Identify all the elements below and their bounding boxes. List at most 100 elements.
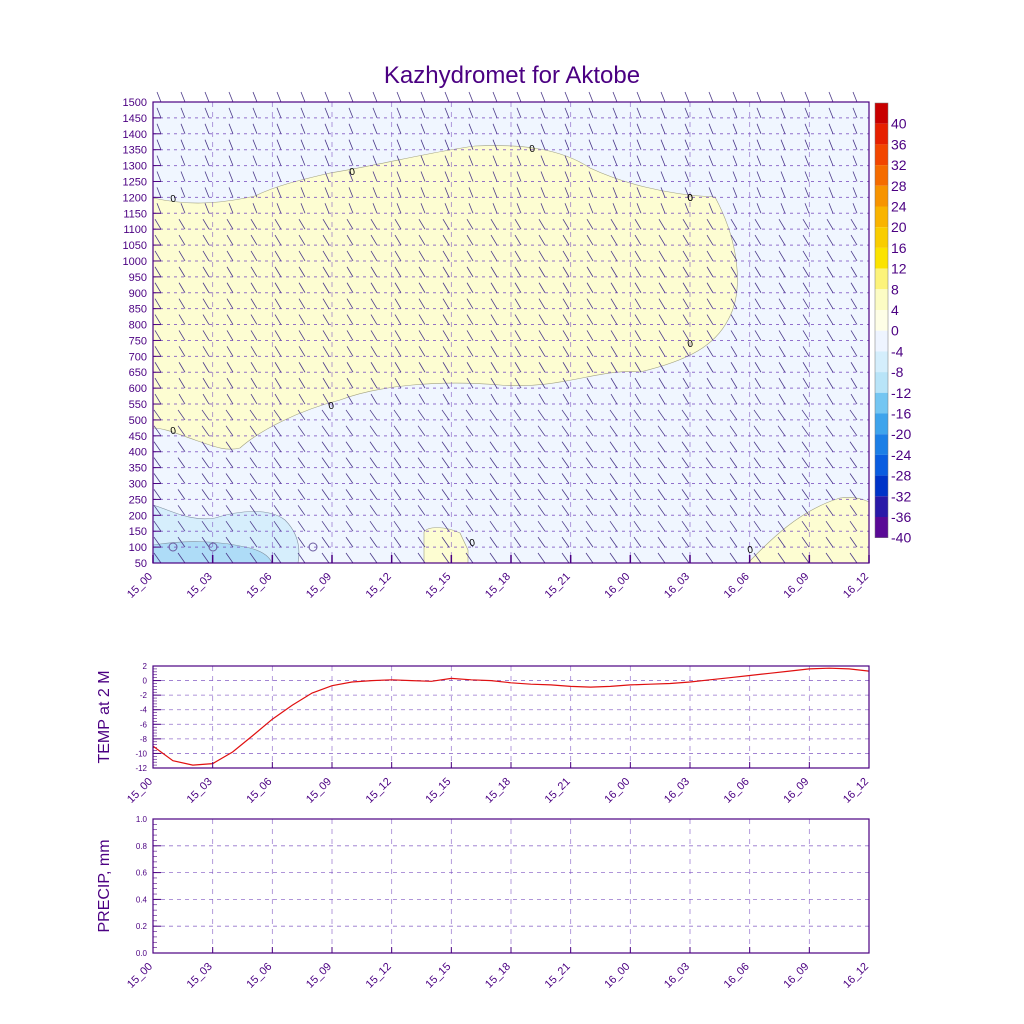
- wind-barb: [490, 266, 498, 278]
- wind-barb: [754, 330, 762, 341]
- wind-barb: [585, 409, 594, 421]
- wind-barb: [804, 107, 810, 119]
- wind-barb: [586, 266, 594, 278]
- wind-barb: [684, 123, 690, 134]
- wind-barb: [753, 457, 762, 468]
- wind-barb: [372, 203, 378, 214]
- wind-barb: [705, 505, 714, 516]
- cross-section-panel: 1500145014001350130012501200115011001050…: [123, 91, 911, 601]
- wind-barb: [492, 171, 498, 182]
- wind-barb: [369, 473, 378, 484]
- wind-barb: [418, 346, 426, 357]
- wind-barb: [322, 393, 330, 405]
- wind-barb: [682, 234, 690, 246]
- wind-barb: [780, 187, 786, 198]
- wind-barb: [274, 346, 282, 357]
- wind-barb: [249, 457, 258, 468]
- wind-barb: [588, 155, 594, 166]
- x-tick-label: 15_12: [364, 571, 394, 601]
- wind-barb: [609, 520, 618, 532]
- wind-barb: [177, 489, 186, 500]
- wind-barb: [178, 218, 186, 230]
- wind-barb: [610, 346, 618, 357]
- wind-barb: [490, 393, 498, 405]
- y-tick-label: 1250: [123, 176, 147, 188]
- wind-barb: [850, 346, 858, 357]
- wind-barb: [802, 346, 810, 357]
- wind-barb: [321, 473, 330, 484]
- wind-barb: [177, 536, 186, 548]
- wind-barb: [516, 91, 522, 103]
- wind-barb: [154, 218, 162, 230]
- x-tick-label: 15_09: [304, 571, 334, 601]
- wind-barb: [636, 187, 642, 198]
- wind-barb: [610, 314, 618, 325]
- wind-barb: [273, 489, 282, 500]
- wind-barb: [753, 425, 762, 437]
- wind-barb: [778, 250, 786, 262]
- wind-barb: [276, 107, 282, 119]
- wind-barb: [660, 171, 666, 182]
- wind-barb: [346, 250, 354, 262]
- colorbar-swatch: [875, 268, 888, 290]
- wind-barb: [537, 457, 546, 468]
- wind-barb: [540, 139, 546, 150]
- wind-barb: [634, 393, 642, 405]
- wind-barb: [658, 330, 666, 341]
- y-tick-label: 350: [129, 463, 147, 475]
- contour-label: 0: [687, 193, 695, 205]
- wind-barb: [276, 171, 282, 182]
- wind-barb: [849, 489, 858, 500]
- wind-barb: [370, 234, 378, 246]
- contour-label: 0: [170, 194, 178, 206]
- wind-barb: [828, 187, 834, 198]
- wind-barb: [273, 441, 282, 452]
- wind-barb: [300, 203, 306, 214]
- wind-barb: [538, 362, 546, 373]
- wind-barb: [633, 536, 642, 548]
- wind-barb: [780, 203, 786, 214]
- wind-barb: [489, 552, 498, 564]
- wind-barb: [732, 91, 738, 103]
- wind-barb: [706, 282, 714, 293]
- wind-barb: [561, 409, 570, 421]
- wind-barb: [369, 505, 378, 516]
- wind-barb: [538, 314, 546, 325]
- wind-barb: [636, 107, 642, 119]
- wind-barb: [705, 473, 714, 484]
- wind-barb: [369, 489, 378, 500]
- wind-barb: [466, 218, 474, 230]
- wind-barb: [274, 377, 282, 389]
- x-tick-label: 16_12: [841, 776, 871, 806]
- wind-barb: [537, 505, 546, 516]
- wind-barb: [588, 171, 594, 182]
- wind-barb: [636, 171, 642, 182]
- wind-barb: [514, 362, 522, 373]
- wind-barb: [658, 234, 666, 246]
- wind-barb: [561, 489, 570, 500]
- wind-barb: [825, 552, 834, 564]
- wind-barb: [442, 393, 450, 405]
- wind-barb: [634, 234, 642, 246]
- wind-barb: [444, 187, 450, 198]
- wind-barb: [442, 330, 450, 341]
- wind-barb: [252, 187, 258, 198]
- wind-barb: [417, 425, 426, 437]
- wind-barb: [826, 330, 834, 341]
- wind-barb: [540, 171, 546, 182]
- wind-barb: [706, 314, 714, 325]
- wind-barb: [825, 409, 834, 421]
- wind-barb: [156, 123, 162, 134]
- y-tick-label: 0.2: [136, 922, 148, 931]
- wind-barb: [441, 536, 450, 548]
- wind-barb: [442, 346, 450, 357]
- wind-barb: [370, 250, 378, 262]
- wind-barb: [778, 314, 786, 325]
- y-tick-label: 0.8: [136, 842, 148, 851]
- wind-barb: [370, 218, 378, 230]
- wind-barb: [561, 473, 570, 484]
- y-tick-label: 1400: [123, 129, 147, 141]
- wind-barb: [372, 107, 378, 119]
- wind-barb: [777, 457, 786, 468]
- wind-barb: [393, 489, 402, 500]
